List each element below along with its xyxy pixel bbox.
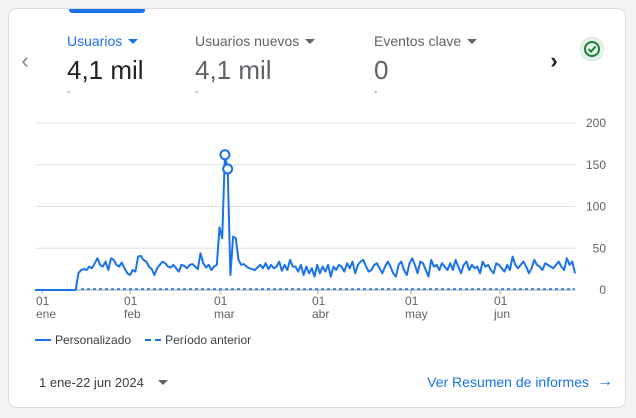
- metric-label-usuarios: Usuarios: [67, 33, 144, 49]
- series-personalizado: [35, 153, 576, 291]
- metric-value-eventos-clave: 0: [374, 55, 389, 85]
- metric-sub-usuarios-nuevos: -: [195, 87, 199, 98]
- y-tick-label: 200: [586, 116, 606, 130]
- x-tick-month: feb: [124, 307, 141, 321]
- highlight-point: [219, 149, 231, 161]
- caret-down-icon: [467, 38, 478, 44]
- y-tick-label: 0: [599, 283, 606, 297]
- metric-sub-usuarios: -: [67, 87, 71, 98]
- legend-item-periodo-anterior: Período anterior: [145, 333, 251, 347]
- highlight-point: [222, 163, 234, 175]
- x-tick-day: 01: [36, 294, 50, 308]
- chevron-left-icon[interactable]: ‹: [21, 48, 29, 73]
- report-link-text: Ver Resumen de informes: [427, 374, 589, 390]
- caret-down-icon: [128, 38, 139, 44]
- y-tick-label: 100: [586, 200, 606, 214]
- chart-legend: Personalizado Período anterior: [35, 333, 265, 347]
- line-chart: 05010015020001ene01feb01mar01abr01may01j…: [35, 116, 607, 321]
- x-tick-month: ene: [36, 307, 56, 321]
- y-tick-label: 50: [593, 241, 607, 255]
- x-tick-day: 01: [494, 294, 508, 308]
- metric-usuarios[interactable]: Usuarios 4,1 mil -: [67, 33, 144, 98]
- x-tick-month: mar: [214, 307, 235, 321]
- y-tick-label: 150: [586, 158, 606, 172]
- x-tick-day: 01: [405, 294, 419, 308]
- legend-item-personalizado: Personalizado: [35, 333, 131, 347]
- metric-value-usuarios: 4,1 mil: [67, 55, 144, 85]
- metric-sub-eventos-clave: -: [374, 87, 378, 98]
- date-range-selector[interactable]: 1 ene-22 jun 2024: [39, 375, 168, 390]
- caret-down-icon: [305, 38, 316, 44]
- metric-eventos-clave[interactable]: Eventos clave 0 -: [374, 33, 478, 98]
- caret-down-icon: [157, 380, 168, 385]
- ver-resumen-link[interactable]: Ver Resumen de informes →: [427, 373, 613, 391]
- check-circle-icon[interactable]: [580, 37, 604, 61]
- check-icon-svg: [584, 41, 600, 57]
- date-range-text: 1 ene-22 jun 2024: [39, 375, 144, 390]
- metric-value-usuarios-nuevos: 4,1 mil: [195, 55, 272, 85]
- x-tick-day: 01: [214, 294, 228, 308]
- analytics-card: ‹ Usuarios 4,1 mil - Usuarios nuevos 4,1…: [8, 8, 626, 408]
- metric-label-text: Usuarios nuevos: [195, 33, 300, 49]
- active-tab-indicator: [69, 9, 145, 13]
- x-tick-month: abr: [312, 307, 329, 321]
- x-tick-month: jun: [493, 307, 510, 321]
- metric-usuarios-nuevos[interactable]: Usuarios nuevos 4,1 mil -: [195, 33, 316, 98]
- x-tick-day: 01: [124, 294, 138, 308]
- metric-label-eventos-clave: Eventos clave: [374, 33, 478, 49]
- legend-label: Período anterior: [165, 333, 252, 347]
- legend-label: Personalizado: [55, 333, 132, 347]
- arrow-right-icon: →: [597, 373, 613, 390]
- chevron-right-icon[interactable]: ›: [550, 48, 558, 73]
- legend-dashed-line-icon: [145, 339, 162, 341]
- legend-solid-line-icon: [35, 339, 51, 341]
- metric-label-text: Usuarios: [67, 33, 123, 49]
- metric-label-text: Eventos clave: [374, 33, 462, 49]
- x-tick-day: 01: [312, 294, 326, 308]
- metric-label-usuarios-nuevos: Usuarios nuevos: [195, 33, 316, 49]
- x-tick-month: may: [405, 307, 428, 321]
